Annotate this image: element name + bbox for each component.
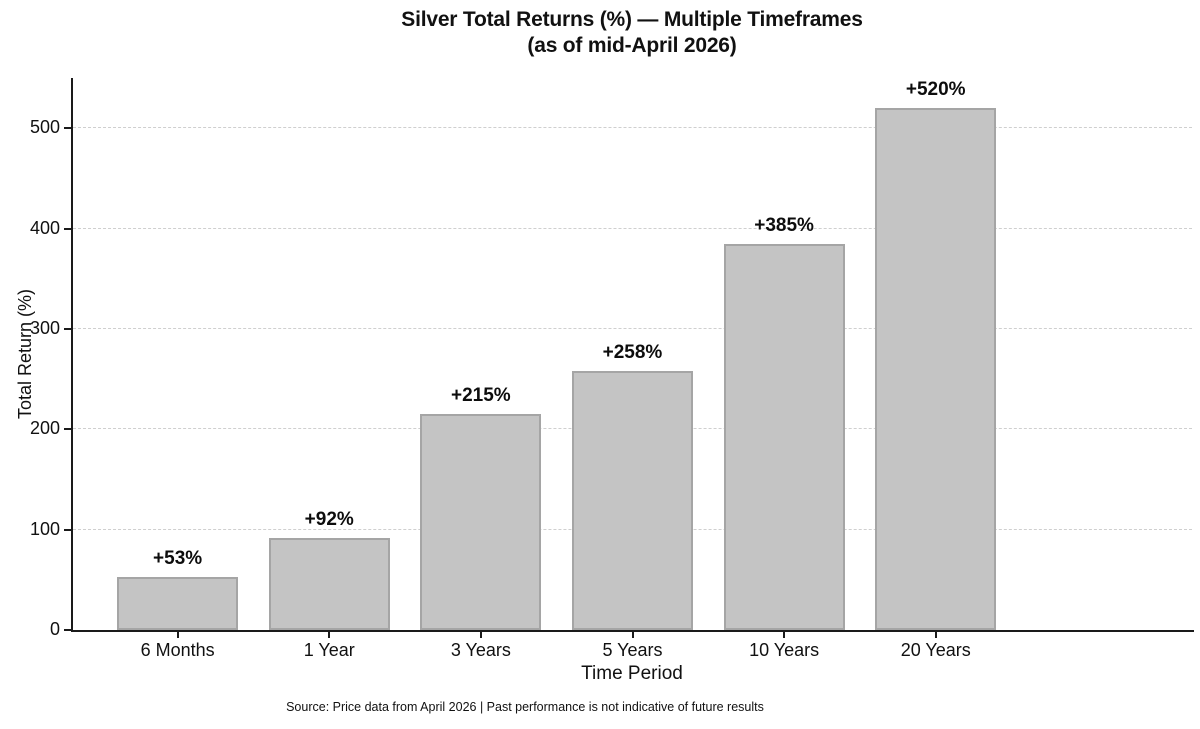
x-tick-mark-2 [479, 632, 482, 638]
x-tick-label: 3 Years [450, 640, 511, 660]
bar-value-label: +385% [754, 214, 814, 236]
gridline-300 [73, 327, 1192, 329]
bar-20-years [875, 108, 997, 630]
y-tick-label-200: 200 [29, 418, 60, 439]
x-axis-label: Time Period [581, 663, 683, 684]
x-tick-mark-0 [176, 632, 179, 638]
x-tick-mark-1 [328, 632, 331, 638]
gridline-500 [73, 127, 1192, 129]
y-tick-mark-100 [64, 528, 71, 531]
y-tick-mark-500 [64, 127, 71, 130]
x-tick-label: 1 Year [303, 640, 355, 660]
bar-value-label: +520% [905, 79, 966, 101]
y-tick-mark-300 [64, 327, 71, 330]
y-tick-label-0: 0 [49, 619, 60, 639]
y-tick-mark-400 [64, 227, 71, 230]
source-note: Source: Price data from April 2026 | Pas… [286, 700, 764, 714]
bar-value-label: +53% [153, 547, 203, 569]
y-axis-spine [71, 78, 73, 632]
y-tick-label-100: 100 [29, 518, 60, 539]
chart-title-line2: (as of mid-April 2026) [527, 34, 737, 57]
x-tick-mark-4 [783, 632, 786, 638]
bar-10-years [723, 243, 845, 630]
x-tick-label: 10 Years [749, 640, 820, 660]
x-tick-label: 6 Months [140, 640, 215, 660]
x-tick-mark-5 [934, 632, 937, 638]
bar-value-label: +92% [304, 508, 354, 530]
gridline-400 [73, 227, 1192, 229]
x-tick-label: 20 Years [900, 640, 971, 660]
y-tick-label-400: 400 [29, 217, 60, 238]
y-tick-mark-0 [64, 629, 71, 631]
bar-1-year [268, 537, 390, 630]
bar-6-months [117, 576, 239, 630]
bar-3-years [420, 414, 542, 630]
bar-value-label: +215% [451, 385, 511, 407]
y-axis-label: Total Return (%) [15, 288, 35, 420]
x-tick-mark-3 [631, 632, 634, 638]
y-tick-label-300: 300 [29, 317, 60, 338]
y-tick-label-500: 500 [29, 117, 60, 138]
x-tick-label: 5 Years [602, 640, 663, 660]
bar-value-label: +258% [602, 342, 663, 364]
chart-title-line1: Silver Total Returns (%) — Multiple Time… [401, 8, 863, 31]
bar-5-years [572, 371, 693, 630]
x-axis-spine [71, 630, 1194, 632]
y-tick-mark-200 [64, 428, 71, 431]
